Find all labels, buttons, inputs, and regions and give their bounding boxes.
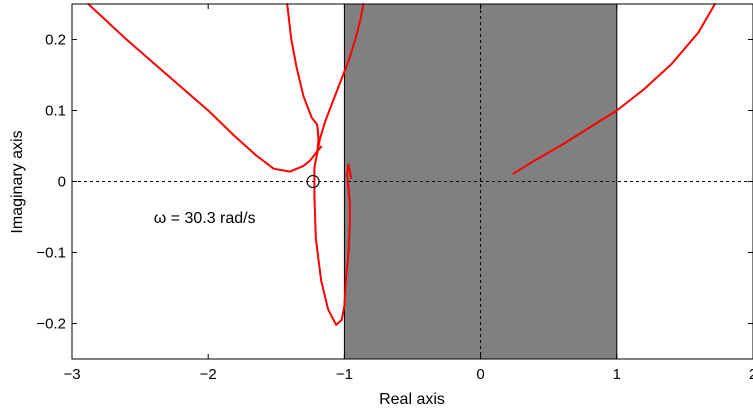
y-axis-label: Imaginary axis <box>9 130 26 233</box>
y-tick-label: 0.2 <box>45 32 66 49</box>
y-tick-label: 0.1 <box>45 103 66 120</box>
x-tick-label: −1 <box>336 366 353 383</box>
x-tick-label: 1 <box>613 366 621 383</box>
x-tick-label: 0 <box>476 366 484 383</box>
x-axis-ticks: −3 −2 −1 0 1 2 <box>63 4 753 383</box>
x-tick-label: −3 <box>63 366 80 383</box>
y-axis-ticks: 0.2 0.1 0 −0.1 −0.2 <box>36 32 753 333</box>
locus-curves <box>87 3 716 326</box>
y-tick-label: −0.2 <box>36 316 66 333</box>
locus-branch-4 <box>512 3 716 175</box>
locus-branch-3 <box>316 3 365 155</box>
frequency-annotation: ω = 30.3 rad/s <box>154 210 256 227</box>
locus-branch-1 <box>87 3 323 173</box>
x-tick-label: −2 <box>200 366 217 383</box>
y-tick-label: −0.1 <box>36 245 66 262</box>
x-tick-label: 2 <box>749 366 753 383</box>
crossing-marker <box>306 174 320 189</box>
y-tick-label: 0 <box>58 174 66 191</box>
x-axis-label: Real axis <box>379 391 445 408</box>
locus-branch-2 <box>286 3 353 326</box>
